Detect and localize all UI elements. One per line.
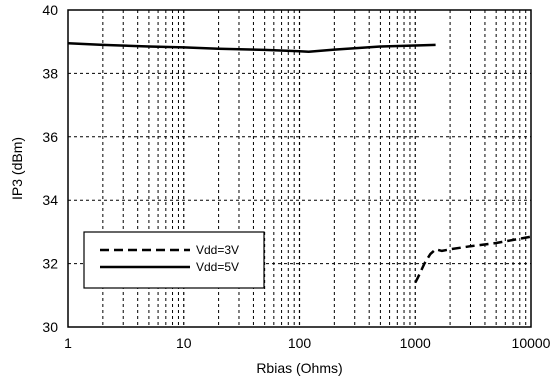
legend-box	[83, 231, 265, 289]
x-tick-label: 10	[176, 335, 192, 351]
legend-label: Vdd=5V	[196, 260, 239, 274]
x-axis-label: Rbias (Ohms)	[256, 360, 342, 376]
x-tick-label: 10000	[512, 335, 551, 351]
legend-label: Vdd=3V	[196, 243, 239, 257]
y-tick-label: 34	[42, 192, 58, 208]
series-layer	[67, 42, 532, 284]
y-axis-label: IP3 (dBm)	[9, 137, 25, 200]
plot-frame	[67, 9, 532, 328]
y-tick-label: 30	[42, 319, 58, 335]
y-tick-label: 36	[42, 129, 58, 145]
x-tick-label: 100	[288, 335, 312, 351]
y-tick-label: 40	[42, 2, 58, 18]
legend: Vdd=3V Vdd=5V	[83, 231, 265, 289]
series-line	[67, 42, 436, 54]
series-line	[414, 235, 532, 284]
y-tick-label: 38	[42, 65, 58, 81]
x-tick-label: 1000	[400, 335, 431, 351]
tick-labels: 1 10 100 1000 10000 30 32 34 36 38 40	[42, 2, 550, 351]
x-tick-label: 1	[64, 335, 72, 351]
y-tick-label: 32	[42, 256, 58, 272]
